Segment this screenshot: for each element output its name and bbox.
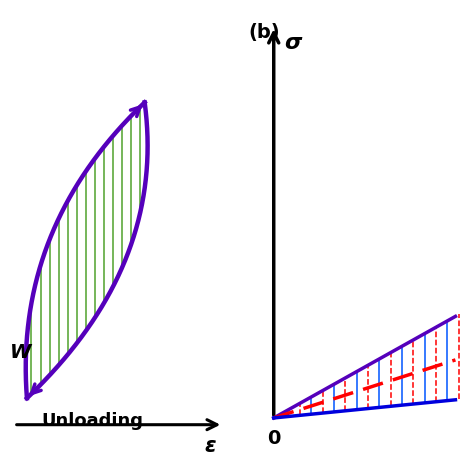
Text: (b): (b) — [248, 23, 280, 42]
Text: Unloading: Unloading — [41, 412, 143, 430]
Text: σ: σ — [284, 34, 302, 54]
Text: ε: ε — [204, 436, 216, 456]
Text: 0: 0 — [267, 429, 281, 448]
Text: W: W — [9, 343, 31, 362]
Polygon shape — [26, 102, 147, 398]
